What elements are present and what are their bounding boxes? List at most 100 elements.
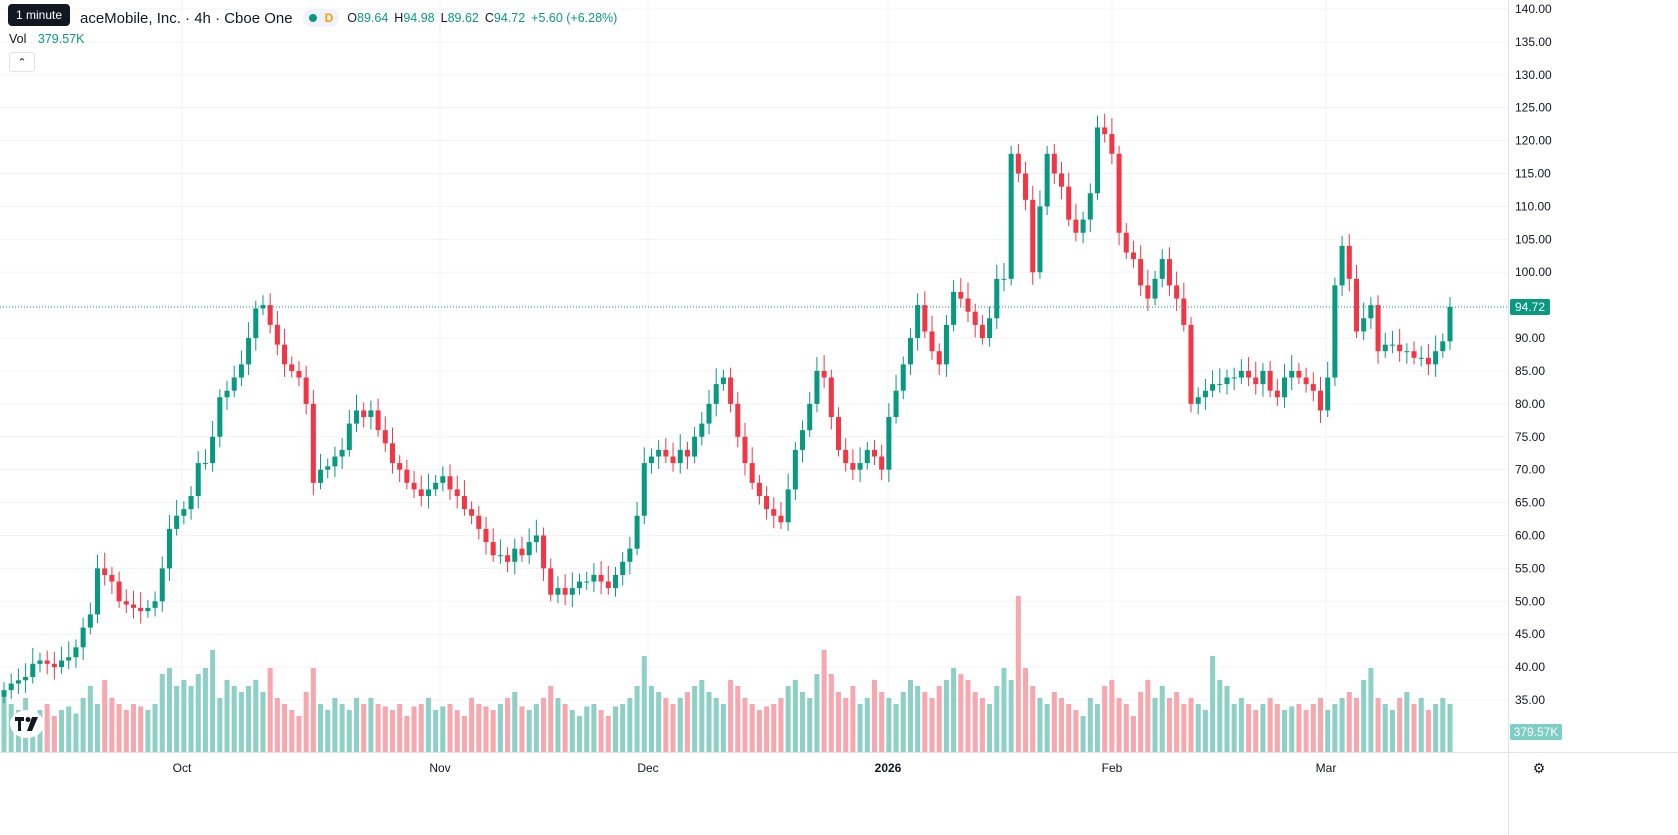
candle-body: [454, 489, 460, 496]
candle-body: [418, 489, 424, 496]
volume-bar: [505, 698, 511, 752]
candle-body: [893, 390, 899, 418]
volume-bar: [440, 706, 446, 752]
volume-bar: [1145, 680, 1151, 752]
y-tick-label: 80.00: [1515, 397, 1545, 411]
volume-bar: [1325, 710, 1331, 752]
candle-body: [584, 581, 590, 583]
candle-body: [620, 561, 626, 575]
candle-body: [433, 482, 439, 490]
volume-bar: [713, 698, 719, 752]
volume-bar: [1317, 698, 1324, 752]
candle-body: [713, 384, 719, 404]
volume-bar: [742, 698, 748, 752]
candle-body: [850, 463, 856, 470]
candle-body: [1346, 245, 1352, 279]
candle-body: [792, 449, 798, 490]
volume-bar: [1066, 704, 1072, 752]
change-value: +5.60 (+6.28%): [531, 11, 618, 25]
volume-bar: [1353, 698, 1359, 752]
volume-bar: [1418, 698, 1424, 752]
volume-bar: [879, 692, 885, 752]
volume-bar: [1130, 716, 1136, 752]
volume-bar: [1087, 698, 1093, 752]
volume-bar: [871, 680, 877, 752]
collapse-legend-button[interactable]: ⌃: [9, 52, 35, 72]
candle-body: [1224, 377, 1230, 385]
candle-body: [1102, 127, 1108, 135]
x-tick-label: Oct: [173, 761, 192, 775]
volume-bar: [749, 704, 755, 752]
candle-body: [440, 476, 446, 483]
volume-bar: [684, 692, 690, 752]
volume-bar: [1447, 704, 1453, 752]
candle-body: [30, 663, 36, 677]
volume-bar: [1001, 668, 1007, 752]
status-dots[interactable]: D: [302, 9, 340, 27]
tradingview-logo-icon[interactable]: [10, 710, 44, 738]
volume-legend: Vol 379.57K: [9, 32, 84, 46]
candle-body: [1238, 370, 1244, 378]
volume-bar: [497, 704, 503, 752]
volume-bar: [958, 674, 964, 752]
volume-bar: [512, 692, 518, 752]
candle-body: [59, 660, 65, 668]
candle-body: [1001, 278, 1007, 280]
volume-bar: [979, 698, 985, 752]
candle-body: [1080, 219, 1086, 233]
volume-bar: [915, 686, 921, 752]
settings-gear-icon[interactable]: ⚙: [1532, 759, 1546, 776]
candle-body: [303, 377, 309, 404]
y-tick-label: 100.00: [1515, 265, 1552, 279]
symbol-title[interactable]: aceMobile, Inc. · 4h · Cboe One: [80, 9, 293, 27]
candle-body: [1296, 370, 1302, 378]
volume-bar: [461, 716, 467, 752]
volume-bar: [1123, 704, 1129, 752]
x-tick-label: Nov: [429, 761, 450, 775]
candle-body: [1059, 173, 1065, 187]
candle-body: [871, 449, 877, 457]
volume-bar: [656, 692, 662, 752]
volume-bar: [145, 710, 151, 752]
candle-body: [116, 581, 122, 602]
volume-bar: [735, 686, 741, 752]
candle-body: [663, 449, 669, 457]
volume-bar: [1440, 698, 1446, 752]
candle-body: [505, 555, 511, 562]
candle-body: [15, 680, 21, 684]
candle-body: [260, 305, 266, 309]
candle-body: [1382, 344, 1388, 352]
candle-body: [123, 601, 129, 605]
volume-bar: [109, 698, 115, 752]
volume-bar: [634, 686, 640, 752]
volume-value: 379.57K: [37, 32, 85, 46]
y-tick-label: 40.00: [1515, 660, 1545, 674]
volume-bar: [159, 674, 165, 752]
x-tick-label: Mar: [1316, 761, 1337, 775]
candle-body: [562, 588, 568, 595]
candle-body: [1404, 351, 1410, 353]
volume-bar: [325, 710, 331, 752]
candle-body: [857, 463, 863, 470]
volume-bar: [318, 704, 324, 752]
candle-body: [497, 555, 503, 557]
candle-body: [1116, 153, 1122, 233]
volume-bar: [612, 706, 619, 752]
candle-body: [958, 291, 964, 299]
volume-bar: [728, 680, 734, 752]
volume-bar: [368, 698, 374, 752]
candle-body: [987, 318, 993, 339]
volume-bar: [692, 686, 698, 752]
candle-body: [1159, 259, 1165, 279]
volume-bar: [246, 686, 252, 752]
candle-body: [951, 291, 957, 325]
candle-body: [1051, 153, 1057, 174]
candle-body: [699, 423, 705, 437]
candle-body: [224, 390, 230, 398]
y-tick-label: 35.00: [1515, 693, 1545, 707]
volume-bar: [1109, 680, 1115, 752]
volume-bar: [51, 716, 57, 752]
candle-body: [188, 495, 194, 510]
candle-body: [821, 370, 827, 378]
